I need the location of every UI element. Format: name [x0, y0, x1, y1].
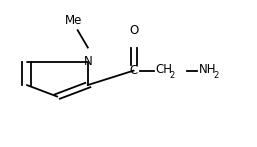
Text: NH: NH	[198, 63, 216, 76]
Text: 2: 2	[170, 71, 175, 80]
Text: CH: CH	[155, 63, 172, 76]
Text: N: N	[84, 55, 92, 69]
Text: Me: Me	[65, 14, 82, 27]
Text: C: C	[130, 64, 138, 77]
Text: O: O	[129, 24, 138, 37]
Text: 2: 2	[213, 71, 218, 80]
